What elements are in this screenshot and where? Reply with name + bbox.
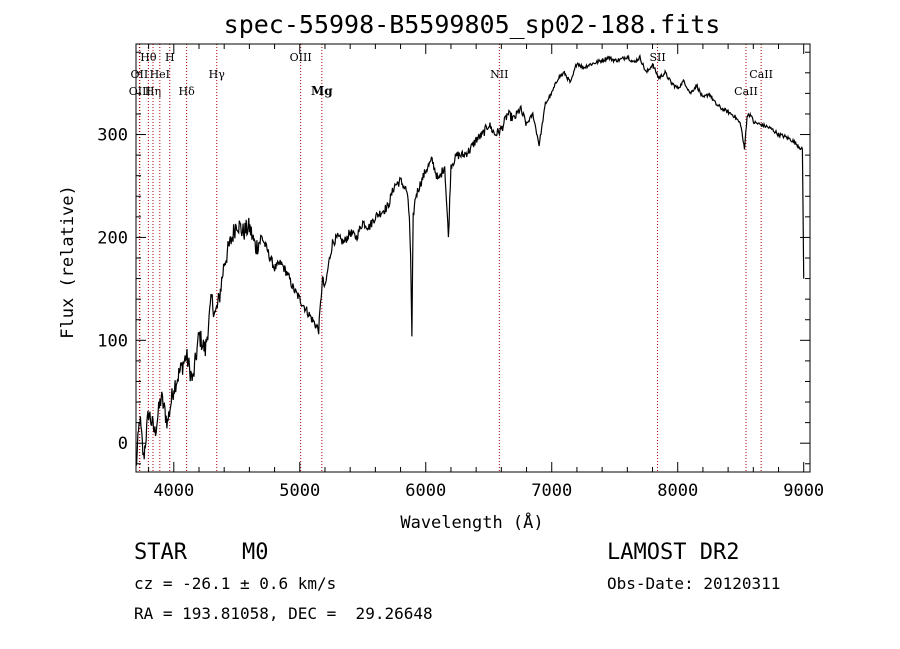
x-tick-label-8000: 8000 [657,481,698,501]
x-tick-label-6000: 6000 [405,481,446,501]
line-label-7: Hγ [209,68,226,81]
observation-date: Obs-Date: 20120311 [607,574,781,593]
line-label-3: Hη [145,85,161,98]
redshift-readout: cz = -26.1 ± 0.6 km/s [134,574,337,593]
line-markers: HθOIIOIIIHηHHeIHδHγOIIIMgNIISIICaIICaII [129,44,773,472]
line-label-13: CaII [749,68,773,81]
coordinates-readout: RA = 193.81058, DEC = 29.26648 [134,604,433,623]
x-axis-label: Wavelength (Å) [400,511,543,533]
line-label-10: NII [490,68,508,81]
line-label-11: SII [649,51,665,64]
x-tick-label-4000: 4000 [153,481,194,501]
x-axis: 4000 5000 6000 7000 8000 9000 [148,44,824,501]
spectrum-chart: spec-55998-B5599805_sp02-188.fits HθOIIO… [58,10,824,533]
line-label-0: Hθ [140,51,157,64]
line-label-5: HeI [150,68,170,81]
line-label-2: OIII [129,85,151,98]
plot-frame [135,43,811,473]
y-tick-label-200: 200 [97,228,128,248]
y-tick-label-0: 0 [118,434,128,454]
y-tick-label-300: 300 [97,126,128,146]
y-tick-label-100: 100 [97,331,128,351]
y-axis: 0 100 200 300 [97,51,810,465]
line-label-12: CaII [734,85,758,98]
x-tick-label-9000: 9000 [783,481,824,501]
line-label-6: Hδ [179,85,196,98]
object-class: STAR [134,540,187,565]
line-label-9: Mg [311,84,333,98]
survey-name: LAMOST DR2 [607,540,740,565]
spectral-subclass: M0 [242,540,269,565]
line-label-8: OIII [290,51,312,64]
x-tick-label-5000: 5000 [279,481,320,501]
line-label-4: H [165,51,175,64]
x-tick-label-7000: 7000 [531,481,572,501]
chart-title: spec-55998-B5599805_sp02-188.fits [224,10,721,39]
spectrum-series-line [135,53,805,466]
y-axis-label: Flux (relative) [58,185,78,339]
